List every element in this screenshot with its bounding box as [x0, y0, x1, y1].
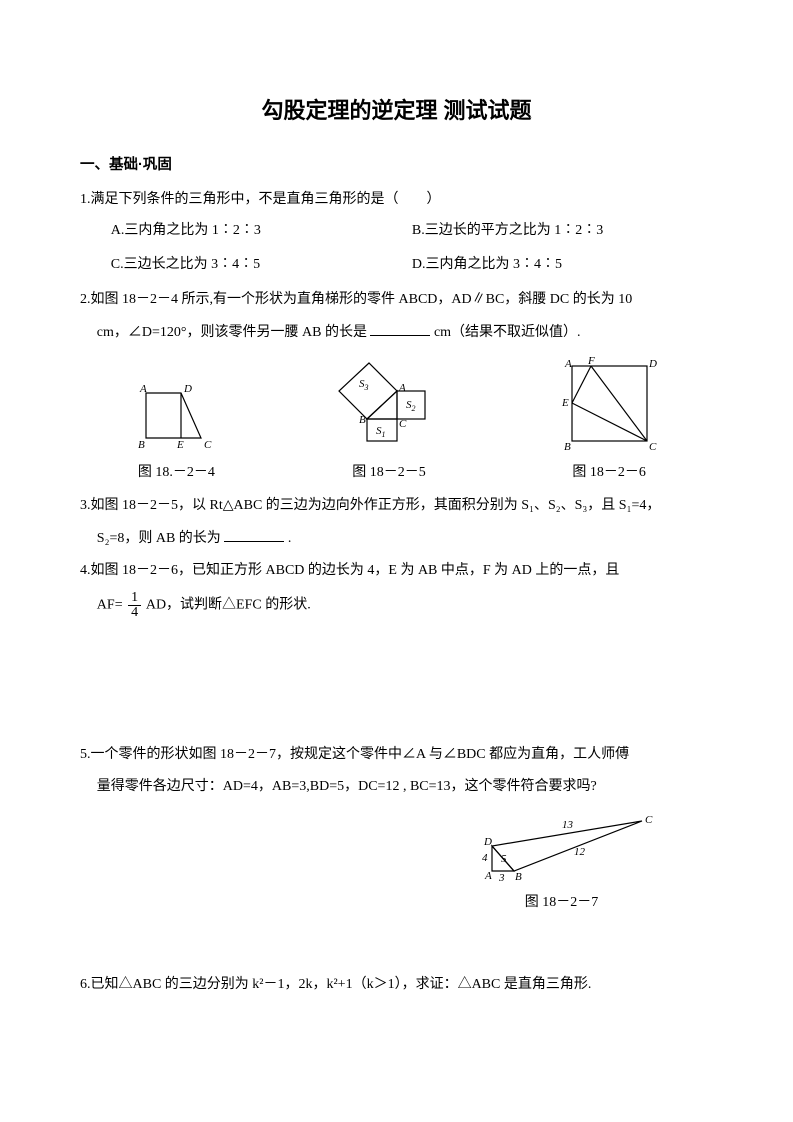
svg-text:C: C — [649, 441, 657, 453]
q1-option-b: B.三边长的平方之比为 1∶2∶3 — [412, 214, 713, 248]
svg-text:C: C — [204, 439, 212, 451]
q1-option-c: C.三边长之比为 3∶4∶5 — [111, 248, 412, 282]
q1-option-a: A.三内角之比为 1∶2∶3 — [111, 214, 412, 248]
q4-frac-den: 4 — [128, 606, 141, 620]
svg-text:A: A — [564, 358, 572, 370]
svg-text:13: 13 — [562, 819, 574, 831]
q1-stem: 1.满足下列条件的三角形中，不是直角三角形的是（ ） — [80, 192, 441, 207]
svg-text:B: B — [138, 439, 145, 451]
question-1: 1.满足下列条件的三角形中，不是直角三角形的是（ ） A.三内角之比为 1∶2∶… — [80, 187, 713, 281]
q4-line2a: AF= — [97, 597, 123, 612]
question-3-line2: S₂=8，则 AB 的长为 . — [80, 526, 713, 553]
page-title: 勾股定理的逆定理 测试试题 — [80, 90, 713, 132]
q6-text: 6.已知△ABC 的三边分别为 k²－1，2k，k²+1（k＞1），求证：△AB… — [80, 977, 591, 992]
figure-18-2-4: A D B E C 图 18.－2－4 — [126, 378, 226, 487]
spacer — [80, 626, 713, 736]
question-5: 5.一个零件的形状如图 18－2－7，按规定这个零件中∠A 与∠BDC 都应为直… — [80, 742, 713, 769]
figure-18-2-5: A B C S3 S2 S1 图 18－2－5 — [319, 361, 459, 487]
svg-text:S3: S3 — [359, 378, 369, 392]
q2-line2b: cm（结果不取近似值）. — [434, 325, 581, 340]
question-4-line2: AF= 1 4 AD，试判断△EFC 的形状. — [80, 591, 713, 620]
figure-18-2-4-caption: 图 18.－2－4 — [138, 460, 215, 487]
q5-line1: 5.一个零件的形状如图 18－2－7，按规定这个零件中∠A 与∠BDC 都应为直… — [80, 747, 629, 762]
question-3: 3.如图 18－2－5，以 Rt△ABC 的三边为边向外作正方形，其面积分别为 … — [80, 493, 713, 520]
svg-text:A: A — [139, 383, 147, 395]
question-6: 6.已知△ABC 的三边分别为 k²－1，2k，k²+1（k＞1），求证：△AB… — [80, 972, 713, 999]
svg-text:C: C — [399, 418, 407, 430]
q4-frac-num: 1 — [128, 591, 141, 606]
q2-line2a: cm，∠D=120°，则该零件另一腰 AB 的长是 — [97, 325, 367, 340]
figure-18-2-6: A F D E B C 图 18－2－6 — [552, 356, 667, 487]
svg-text:4: 4 — [482, 852, 488, 864]
q1-option-d: D.三内角之比为 3∶4∶5 — [412, 248, 713, 282]
svg-text:S1: S1 — [376, 425, 386, 439]
svg-text:E: E — [176, 439, 184, 451]
svg-text:S2: S2 — [406, 399, 416, 413]
svg-text:5: 5 — [501, 853, 507, 865]
figure-18-2-7-caption: 图 18－2－7 — [525, 890, 599, 917]
question-2-line2: cm，∠D=120°，则该零件另一腰 AB 的长是 cm（结果不取近似值）. — [80, 320, 713, 347]
question-4: 4.如图 18－2－6，已知正方形 ABCD 的边长为 4，E 为 AB 中点，… — [80, 558, 713, 585]
svg-text:A: A — [484, 870, 492, 882]
svg-text:B: B — [359, 414, 366, 426]
section-heading: 一、基础·巩固 — [80, 152, 713, 180]
svg-text:C: C — [645, 814, 653, 826]
question-5-line2: 量得零件各边尺寸：AD=4，AB=3,BD=5，DC=12 , BC=13，这个… — [80, 774, 713, 801]
svg-text:D: D — [483, 836, 492, 848]
svg-text:A: A — [398, 382, 406, 394]
svg-text:3: 3 — [498, 872, 505, 884]
q2-blank — [370, 321, 430, 336]
svg-text:D: D — [183, 383, 192, 395]
svg-text:D: D — [648, 358, 657, 370]
q3-blank — [224, 527, 284, 542]
q5-line2: 量得零件各边尺寸：AD=4，AB=3,BD=5，DC=12 , BC=13，这个… — [97, 779, 597, 794]
q4-line1: 4.如图 18－2－6，已知正方形 ABCD 的边长为 4，E 为 AB 中点，… — [80, 563, 619, 578]
svg-text:12: 12 — [574, 846, 586, 858]
svg-text:E: E — [561, 397, 569, 409]
question-2: 2.如图 18－2－4 所示,有一个形状为直角梯形的零件 ABCD，AD∥BC，… — [80, 287, 713, 314]
q3-line2a: S₂=8，则 AB 的长为 — [97, 531, 221, 546]
figure-18-2-5-caption: 图 18－2－5 — [352, 460, 426, 487]
q3-line1: 3.如图 18－2－5，以 Rt△ABC 的三边为边向外作正方形，其面积分别为 … — [80, 498, 660, 513]
q3-line2b: . — [288, 531, 292, 546]
spacer-2 — [80, 916, 713, 966]
q4-fraction: 1 4 — [128, 591, 141, 620]
svg-text:B: B — [515, 871, 522, 883]
figure-18-2-7: A B D C 3 4 5 12 13 图 18－2－7 — [410, 811, 713, 917]
q2-line1: 2.如图 18－2－4 所示,有一个形状为直角梯形的零件 ABCD，AD∥BC，… — [80, 292, 632, 307]
svg-text:F: F — [587, 356, 595, 367]
svg-text:B: B — [564, 441, 571, 453]
q4-line2b: AD，试判断△EFC 的形状. — [146, 597, 311, 612]
figure-18-2-6-caption: 图 18－2－6 — [572, 460, 646, 487]
figures-row-1: A D B E C 图 18.－2－4 — [80, 356, 713, 487]
